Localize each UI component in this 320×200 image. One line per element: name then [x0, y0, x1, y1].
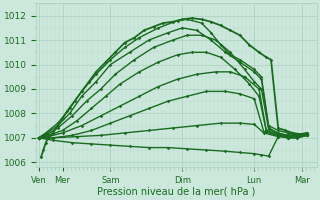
X-axis label: Pression niveau de la mer( hPa ): Pression niveau de la mer( hPa ) [97, 187, 256, 197]
